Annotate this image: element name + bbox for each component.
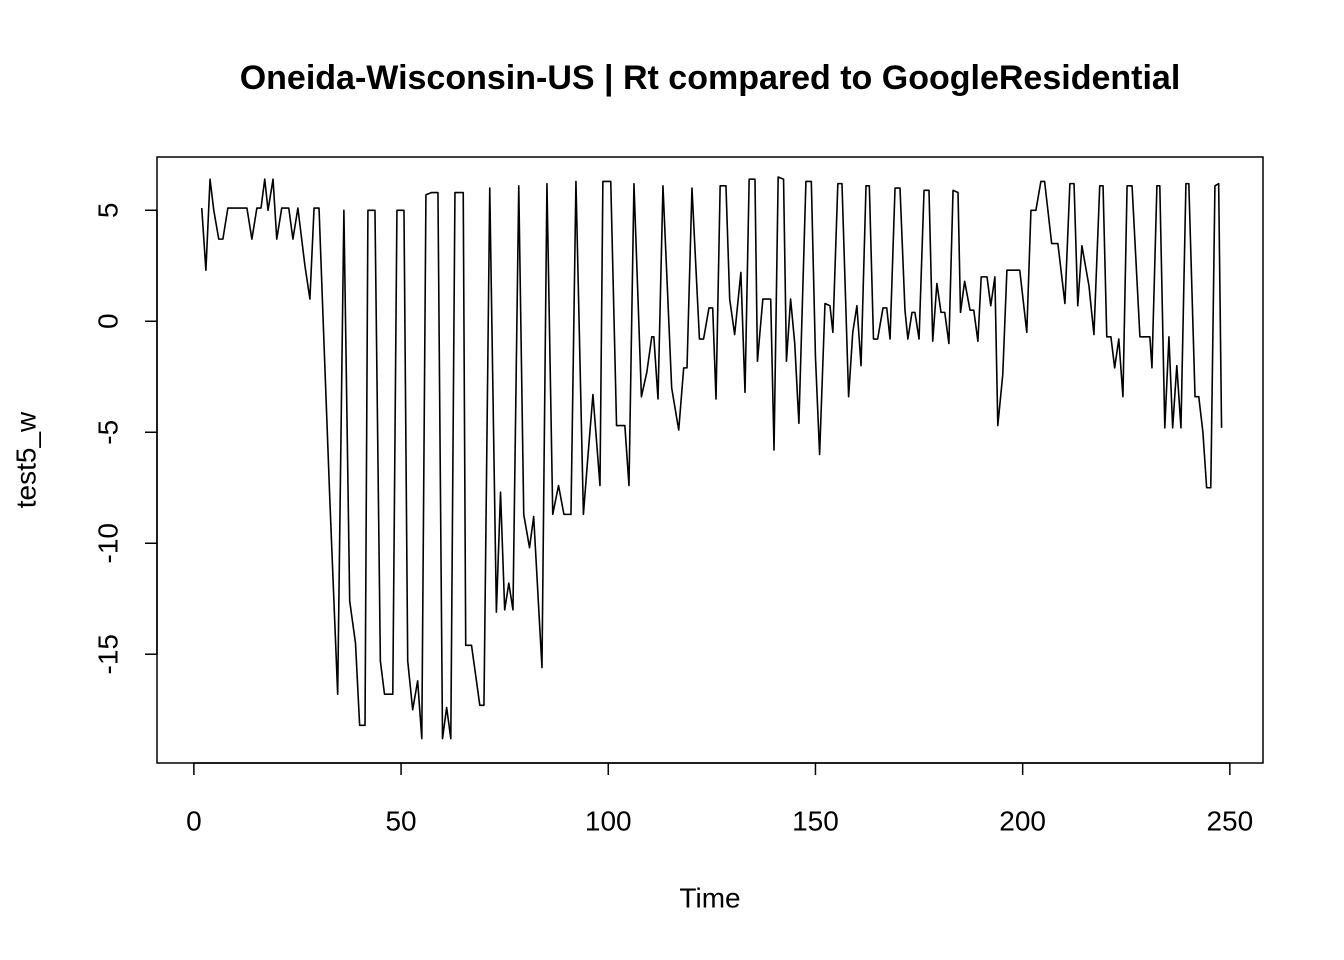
x-tick-label: 100	[585, 805, 632, 836]
x-tick-label: 0	[186, 805, 202, 836]
y-tick-label: -10	[92, 523, 123, 563]
x-tick-label: 50	[385, 805, 416, 836]
x-tick-label: 250	[1206, 805, 1253, 836]
series-line	[200, 176, 1223, 740]
y-tick-label: -5	[92, 420, 123, 445]
x-tick-label: 150	[792, 805, 839, 836]
y-tick-label: 0	[92, 313, 123, 329]
y-axis-label: test5_w	[10, 411, 41, 508]
chart-title: Oneida-Wisconsin-US | Rt compared to Goo…	[240, 59, 1181, 97]
y-tick-label: 5	[92, 202, 123, 218]
x-tick-label: 200	[999, 805, 1046, 836]
y-tick-label: -15	[92, 634, 123, 674]
x-axis-label: Time	[679, 882, 740, 913]
